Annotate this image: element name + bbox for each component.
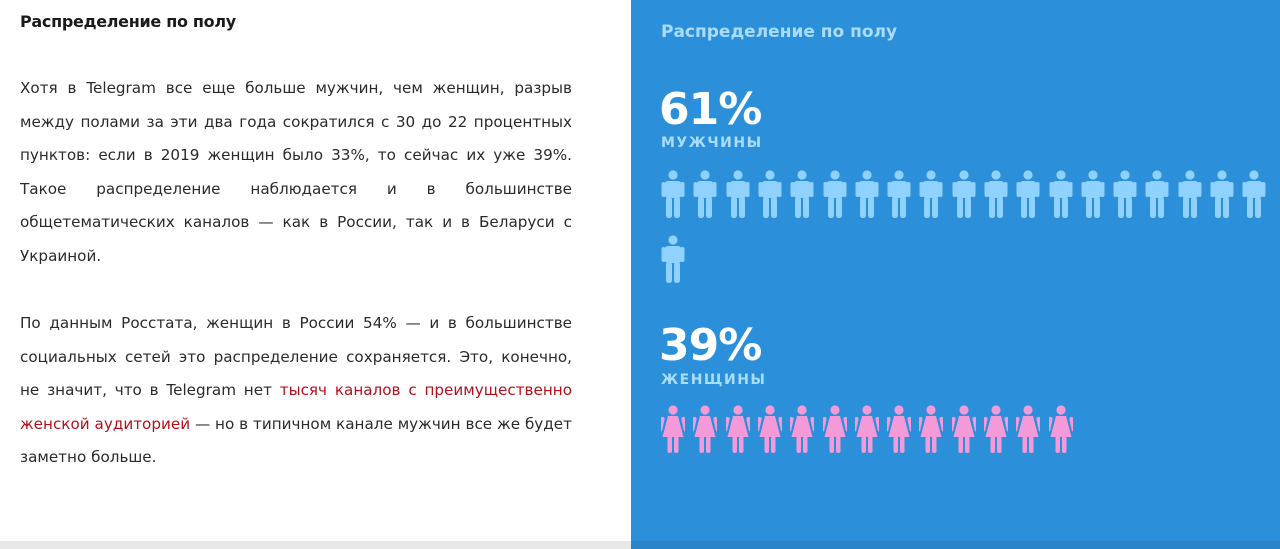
male-person-icon bbox=[1049, 170, 1073, 218]
female-person-icon bbox=[693, 405, 717, 453]
male-person-icon bbox=[952, 170, 976, 218]
female-person-icon bbox=[661, 405, 685, 453]
paragraph-rosstat: По данным Росстата, женщин в России 54% … bbox=[20, 307, 572, 475]
male-person-icon bbox=[1145, 170, 1169, 218]
female-person-icon bbox=[1049, 405, 1073, 453]
bottom-strip bbox=[631, 541, 1280, 549]
female-person-icon bbox=[726, 405, 750, 453]
section-heading: Распределение по полу bbox=[20, 12, 236, 31]
male-person-icon bbox=[1016, 170, 1040, 218]
female-person-icon bbox=[984, 405, 1008, 453]
women-percent: 39% bbox=[659, 320, 762, 371]
male-person-icon bbox=[855, 170, 879, 218]
bottom-divider bbox=[0, 541, 631, 549]
female-person-icon bbox=[952, 405, 976, 453]
male-person-icon bbox=[1081, 170, 1105, 218]
male-person-icon bbox=[984, 170, 1008, 218]
male-person-icon bbox=[823, 170, 847, 218]
female-person-icon bbox=[887, 405, 911, 453]
female-person-icon bbox=[1016, 405, 1040, 453]
male-person-icon bbox=[661, 170, 685, 218]
men-percent: 61% bbox=[659, 84, 762, 135]
infographic-title: Распределение по полу bbox=[661, 22, 898, 42]
paragraph-rosstat-text-start: По данным Росстата, женщин в России 54% … bbox=[20, 314, 572, 399]
male-person-icon bbox=[919, 170, 943, 218]
male-person-icon bbox=[887, 170, 911, 218]
female-person-icon bbox=[823, 405, 847, 453]
women-label: ЖЕНЩИНЫ bbox=[661, 372, 767, 388]
male-person-icon bbox=[1242, 170, 1266, 218]
female-person-icon bbox=[758, 405, 782, 453]
gender-infographic: Распределение по полу 61% МУЖЧИНЫ 39% ЖЕ… bbox=[631, 0, 1280, 549]
male-person-icon bbox=[661, 235, 685, 283]
paragraph-gender-gap: Хотя в Telegram все еще больше мужчин, ч… bbox=[20, 79, 572, 265]
article-text-panel: Распределение по полу Хотя в Telegram вс… bbox=[0, 0, 631, 549]
male-person-icon bbox=[1210, 170, 1234, 218]
women-channels-link[interactable]: тысяч каналов с преимущественно женской … bbox=[20, 381, 572, 433]
paragraph-rosstat-text-end: — но в типичном канале мужчин все же буд… bbox=[20, 414, 572, 467]
female-person-icon bbox=[855, 405, 879, 453]
male-person-icon bbox=[758, 170, 782, 218]
male-person-icon bbox=[1113, 170, 1137, 218]
female-person-icon bbox=[919, 405, 943, 453]
female-person-icon bbox=[790, 405, 814, 453]
male-person-icon bbox=[1178, 170, 1202, 218]
men-label: МУЖЧИНЫ bbox=[661, 135, 763, 151]
male-person-icon bbox=[726, 170, 750, 218]
male-person-icon bbox=[693, 170, 717, 218]
male-person-icon bbox=[790, 170, 814, 218]
